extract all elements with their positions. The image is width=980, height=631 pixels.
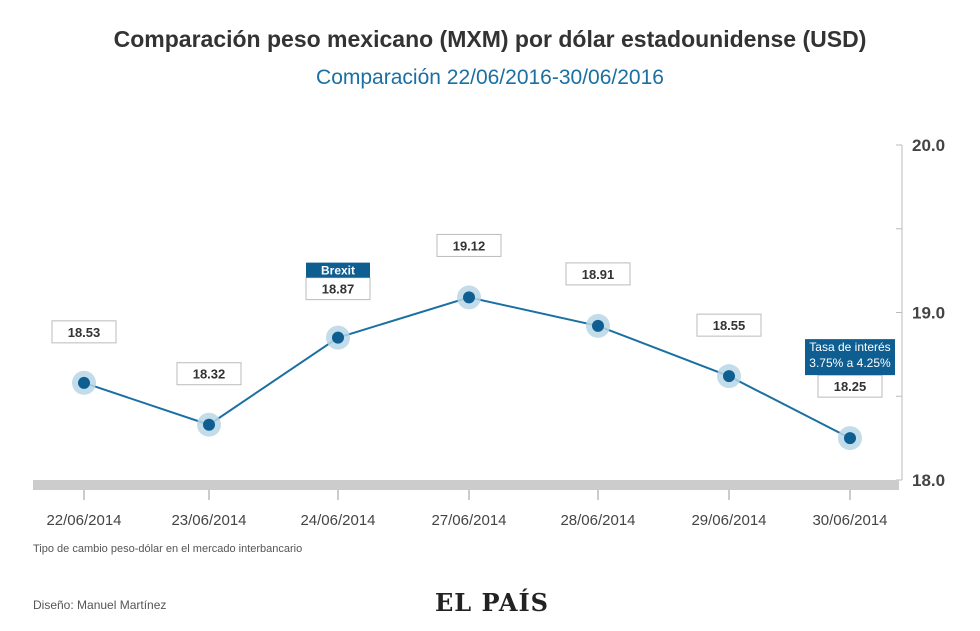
x-tick-label: 30/06/2014	[812, 512, 887, 529]
data-point-marker	[844, 432, 856, 445]
data-point-marker	[723, 370, 735, 383]
data-label: 18.55	[696, 313, 762, 337]
data-label-text: 18.25	[834, 379, 867, 394]
x-tick-label: 29/06/2014	[691, 512, 766, 529]
data-point	[838, 426, 862, 451]
chart-title: Comparación peso mexicano (MXM) por dóla…	[113, 26, 867, 52]
data-point	[457, 285, 481, 310]
data-label: 18.53	[51, 320, 117, 344]
el-pais-logo: EL PAÍS	[435, 588, 550, 617]
data-point	[326, 325, 350, 350]
data-point	[72, 370, 96, 395]
annotation-box	[805, 339, 895, 376]
data-point-marker	[592, 319, 604, 332]
data-point-marker	[78, 376, 90, 389]
y-tick-label: 20.0	[912, 136, 945, 155]
annotation-text: Tasa de interés	[809, 340, 890, 354]
data-label: 19.12	[436, 233, 502, 257]
data-label-box	[696, 313, 762, 337]
data-point-marker	[332, 331, 344, 344]
y-tick-label: 18.0	[912, 471, 945, 490]
annotation-text: Brexit	[321, 264, 355, 278]
data-point	[586, 313, 610, 338]
x-tick-label: 27/06/2014	[431, 512, 506, 529]
data-point	[197, 412, 221, 437]
data-label-text: 18.55	[713, 318, 746, 333]
design-credit: Diseño: Manuel Martínez	[33, 598, 167, 612]
x-tick-label: 23/06/2014	[171, 512, 246, 529]
data-label-box	[51, 320, 117, 344]
data-label-box	[436, 233, 502, 257]
chart-subtitle: Comparación 22/06/2016-30/06/2016	[316, 66, 664, 89]
data-label: 18.25	[817, 374, 883, 398]
data-label: 18.91	[565, 262, 631, 286]
data-label-text: 18.53	[68, 325, 101, 340]
x-tick-label: 28/06/2014	[560, 512, 635, 529]
data-label-text: 19.12	[453, 238, 486, 253]
y-tick-label: 19.0	[912, 304, 945, 323]
data-label: 18.32	[176, 362, 242, 386]
x-tick-label: 24/06/2014	[300, 512, 375, 529]
x-axis: 22/06/2014 23/06/2014 24/06/2014 27/06/2014…	[46, 490, 888, 529]
data-label-text: 18.32	[193, 367, 226, 382]
data-point	[717, 364, 741, 389]
data-label-text: 18.87	[322, 282, 355, 297]
data-label-text: 18.91	[582, 267, 615, 282]
annotation-text: 3.75% a 4.25%	[809, 356, 891, 370]
data-label: 18.87	[305, 277, 371, 301]
data-label-box	[565, 262, 631, 286]
x-axis-baseline	[33, 480, 899, 490]
annotation-tag: Tasa de interés 3.75% a 4.25%	[805, 339, 895, 376]
data-label-box	[176, 362, 242, 386]
chart-note: Tipo de cambio peso-dólar en el mercado …	[33, 543, 303, 555]
x-tick-label: 22/06/2014	[46, 512, 121, 529]
annotation-box	[306, 262, 370, 278]
annotation-tag: Brexit	[306, 262, 370, 278]
data-points	[72, 285, 862, 451]
data-point-marker	[203, 418, 215, 431]
y-axis: 18.0 19.0 20.0	[896, 136, 945, 490]
annotations: Brexit Tasa de interés 3.75% a 4.25%	[306, 262, 895, 376]
data-point-marker	[463, 291, 475, 304]
data-labels: 18.53 18.32 18.87 19.12 18.91 18.55 18.25	[51, 233, 883, 398]
